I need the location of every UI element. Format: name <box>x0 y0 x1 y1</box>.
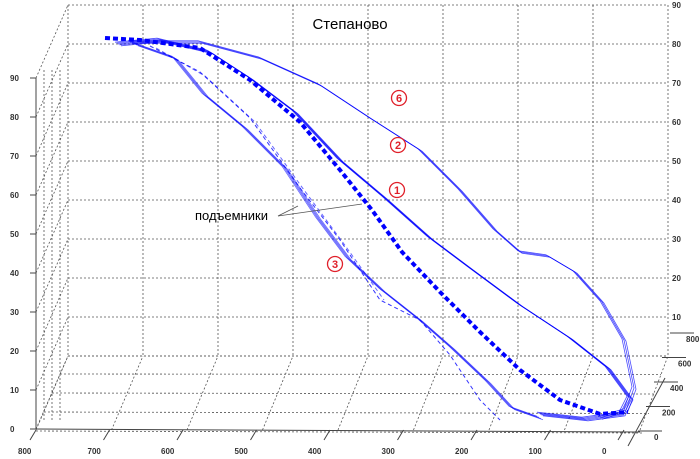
track-2 <box>132 42 637 420</box>
z-tick-label: 10 <box>10 386 19 395</box>
x-tick-label: 0 <box>602 447 607 456</box>
grid-line <box>488 355 519 431</box>
x-tick <box>470 429 478 441</box>
track-label-circle <box>390 89 408 107</box>
track-1 <box>114 37 628 418</box>
y-tick-label: 0 <box>654 433 659 442</box>
x-axis <box>35 428 641 433</box>
grid-line <box>186 355 219 431</box>
x-tick <box>250 429 257 441</box>
grid-line <box>43 411 650 414</box>
z-tick-label: 60 <box>10 191 19 200</box>
grid-line <box>35 430 644 434</box>
z-tick-label: 80 <box>10 113 19 122</box>
x-tick <box>397 429 404 441</box>
track-2 <box>130 41 635 419</box>
leader-line <box>277 203 363 217</box>
z-tick-label: 90 <box>10 74 19 83</box>
x-tick <box>29 429 37 441</box>
tracks <box>104 36 637 422</box>
track-label: 6 <box>396 93 402 105</box>
y-tick-label: 600 <box>678 360 692 369</box>
track-1 <box>117 39 631 420</box>
x-tick-label: 300 <box>382 447 396 456</box>
y-tick-label: 400 <box>670 384 684 393</box>
z-tick-label-right: 60 <box>672 118 681 127</box>
grid-line <box>35 160 69 235</box>
x-tick-label: 400 <box>308 447 322 456</box>
track-2 <box>128 40 633 418</box>
grid-line <box>35 355 69 431</box>
track-label: 1 <box>394 185 400 197</box>
track-label: 3 <box>332 259 338 271</box>
x-tick <box>176 429 184 441</box>
y-tick-label: 800 <box>686 335 700 344</box>
x-tick <box>103 429 110 441</box>
y-tick-label: 200 <box>662 409 676 418</box>
x-tick-label: 500 <box>235 447 249 456</box>
grid-line <box>111 355 144 431</box>
axes: 0102030405060708090102030405060708090800… <box>10 1 700 456</box>
grid-line <box>35 355 69 430</box>
grid-line <box>35 277 69 352</box>
lift-secondary <box>149 45 501 421</box>
grid-line <box>639 355 669 431</box>
z-tick-label: 50 <box>10 230 19 239</box>
z-tick-label-right: 10 <box>672 313 681 322</box>
track-label-circle <box>388 181 406 199</box>
grid-line <box>35 199 69 274</box>
grid-line <box>35 121 69 196</box>
z-tick-label: 70 <box>10 152 19 161</box>
grid-line <box>337 355 369 431</box>
z-tick-label: 30 <box>10 308 19 317</box>
x-tick <box>544 429 551 441</box>
track-3 <box>135 44 542 419</box>
z-tick-label-right: 30 <box>672 235 681 244</box>
z-tick-label: 20 <box>10 347 19 356</box>
lift-secondary <box>155 47 385 301</box>
x-tick-label: 200 <box>455 447 469 456</box>
grid-line <box>35 82 69 157</box>
track-3 <box>137 45 544 421</box>
track-3 <box>133 43 540 418</box>
track-labels: 6 2 1 3 <box>326 89 408 273</box>
track-label-circle <box>326 255 344 273</box>
x-tick <box>617 429 625 441</box>
lifts-annotation: подъемники <box>195 203 363 223</box>
z-tick-label-right: 90 <box>672 1 681 10</box>
x-tick-label: 100 <box>529 447 543 456</box>
track-1 <box>120 41 634 422</box>
grid-line <box>35 238 69 313</box>
grid-line <box>262 355 294 431</box>
lifts-label: подъемники <box>195 208 268 223</box>
x-tick <box>323 429 331 441</box>
y-axis <box>627 377 666 447</box>
z-tick-label-right: 50 <box>672 157 681 166</box>
grid-line <box>35 4 69 79</box>
track-label: 2 <box>395 140 401 152</box>
track-3 <box>131 41 538 417</box>
z-tick-label-right: 80 <box>672 40 681 49</box>
track-label-circle <box>389 136 407 154</box>
lift-main <box>104 36 629 416</box>
grid-line <box>35 43 69 118</box>
grid-line <box>51 392 656 395</box>
x-tick-label: 700 <box>88 447 102 456</box>
grid-line <box>35 316 69 391</box>
x-tick-label: 800 <box>18 447 32 456</box>
track-1 <box>116 38 629 419</box>
leader-line <box>277 205 299 217</box>
grid-line <box>413 355 444 431</box>
z-tick-label-right: 20 <box>672 274 681 283</box>
grid <box>35 4 669 434</box>
z-tick-label: 0 <box>10 425 15 434</box>
z-tick-label: 40 <box>10 269 19 278</box>
z-tick-label-right: 70 <box>672 79 681 88</box>
x-tick-label: 600 <box>161 447 175 456</box>
z-tick-label-right: 40 <box>672 196 681 205</box>
chart-title: Степаново <box>312 16 387 33</box>
track-1 <box>119 40 632 421</box>
